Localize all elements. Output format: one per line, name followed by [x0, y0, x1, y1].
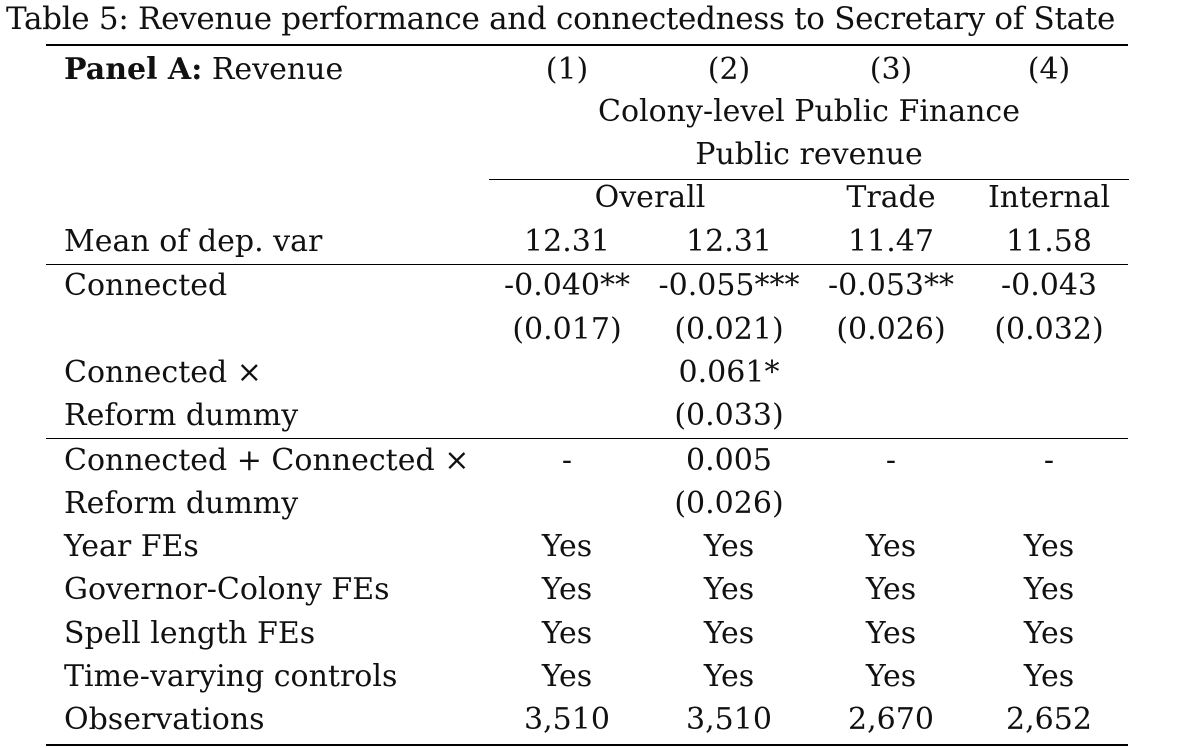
- table-cell: Yes: [1023, 659, 1075, 694]
- row-label: Connected: [64, 268, 228, 303]
- header-category-trade: Trade: [846, 180, 936, 215]
- table-cell: -: [885, 443, 897, 478]
- column-number: (4): [1027, 52, 1071, 87]
- row-label: Connected ×: [64, 355, 262, 390]
- row-label: Time-varying controls: [64, 659, 398, 694]
- table-cell: -0.040**: [503, 268, 631, 303]
- table-cell: Yes: [1023, 616, 1075, 651]
- row-label: Reform dummy: [64, 486, 299, 521]
- table-cell: 12.31: [524, 224, 610, 259]
- table-cell: 12.31: [686, 224, 772, 259]
- table-cell: Yes: [1023, 572, 1075, 607]
- table-cell: Yes: [865, 572, 917, 607]
- row-label: Observations: [64, 702, 265, 737]
- table-cell: -0.055***: [658, 268, 800, 303]
- row-label: Year FEs: [64, 529, 199, 564]
- table-cell: Yes: [703, 572, 755, 607]
- table-cell: Yes: [541, 616, 593, 651]
- header-rule: [489, 179, 1129, 180]
- table-cell: Yes: [703, 529, 755, 564]
- table-cell: (0.033): [674, 398, 784, 433]
- table-cell: Yes: [541, 529, 593, 564]
- table-cell: 2,652: [1006, 702, 1092, 737]
- table-cell: -0.043: [1000, 268, 1098, 303]
- header-sub: Public revenue: [695, 137, 923, 172]
- bottom-rule: [46, 744, 1128, 746]
- table-cell: -: [561, 443, 573, 478]
- table-cell: (0.017): [512, 312, 622, 347]
- row-label: Spell length FEs: [64, 616, 316, 651]
- table-cell: -: [1043, 443, 1055, 478]
- table-cell: Yes: [865, 616, 917, 651]
- column-number: (3): [869, 52, 913, 87]
- column-number: (2): [707, 52, 751, 87]
- table-cell: 2,670: [848, 702, 934, 737]
- panel-title-rest: Revenue: [202, 52, 344, 87]
- table-cell: Yes: [541, 572, 593, 607]
- table-cell: -0.053**: [827, 268, 955, 303]
- table-cell: (0.026): [836, 312, 946, 347]
- table-cell: (0.026): [674, 486, 784, 521]
- mid-rule: [46, 264, 1128, 265]
- row-label: Connected + Connected ×: [64, 443, 470, 478]
- top-rule: [46, 44, 1128, 46]
- panel-title: Panel A: Revenue: [64, 50, 343, 90]
- table-cell: 3,510: [686, 702, 772, 737]
- header-category-overall: Overall: [594, 180, 706, 215]
- row-label: Governor-Colony FEs: [64, 572, 390, 607]
- table-cell: Yes: [541, 659, 593, 694]
- table-cell: Yes: [865, 659, 917, 694]
- column-number: (1): [545, 52, 589, 87]
- table-cell: Yes: [865, 529, 917, 564]
- header-group: Colony-level Public Finance: [598, 94, 1020, 129]
- table-cell: 11.47: [848, 224, 934, 259]
- row-label: Reform dummy: [64, 398, 299, 433]
- table-cell: (0.021): [674, 312, 784, 347]
- table-cell: (0.032): [994, 312, 1104, 347]
- table-cell: 0.061*: [678, 355, 780, 390]
- table-cell: Yes: [1023, 529, 1075, 564]
- table-cell: 11.58: [1006, 224, 1092, 259]
- row-label: Mean of dep. var: [64, 224, 323, 259]
- table-cell: Yes: [703, 616, 755, 651]
- panel-title-bold: Panel A:: [64, 52, 203, 87]
- header-category-internal: Internal: [987, 180, 1111, 215]
- mid-rule: [46, 438, 1128, 439]
- table-cell: 3,510: [524, 702, 610, 737]
- table-cell: Yes: [703, 659, 755, 694]
- table-caption: Table 5: Revenue performance and connect…: [6, 1, 1115, 37]
- table-cell: 0.005: [686, 443, 772, 478]
